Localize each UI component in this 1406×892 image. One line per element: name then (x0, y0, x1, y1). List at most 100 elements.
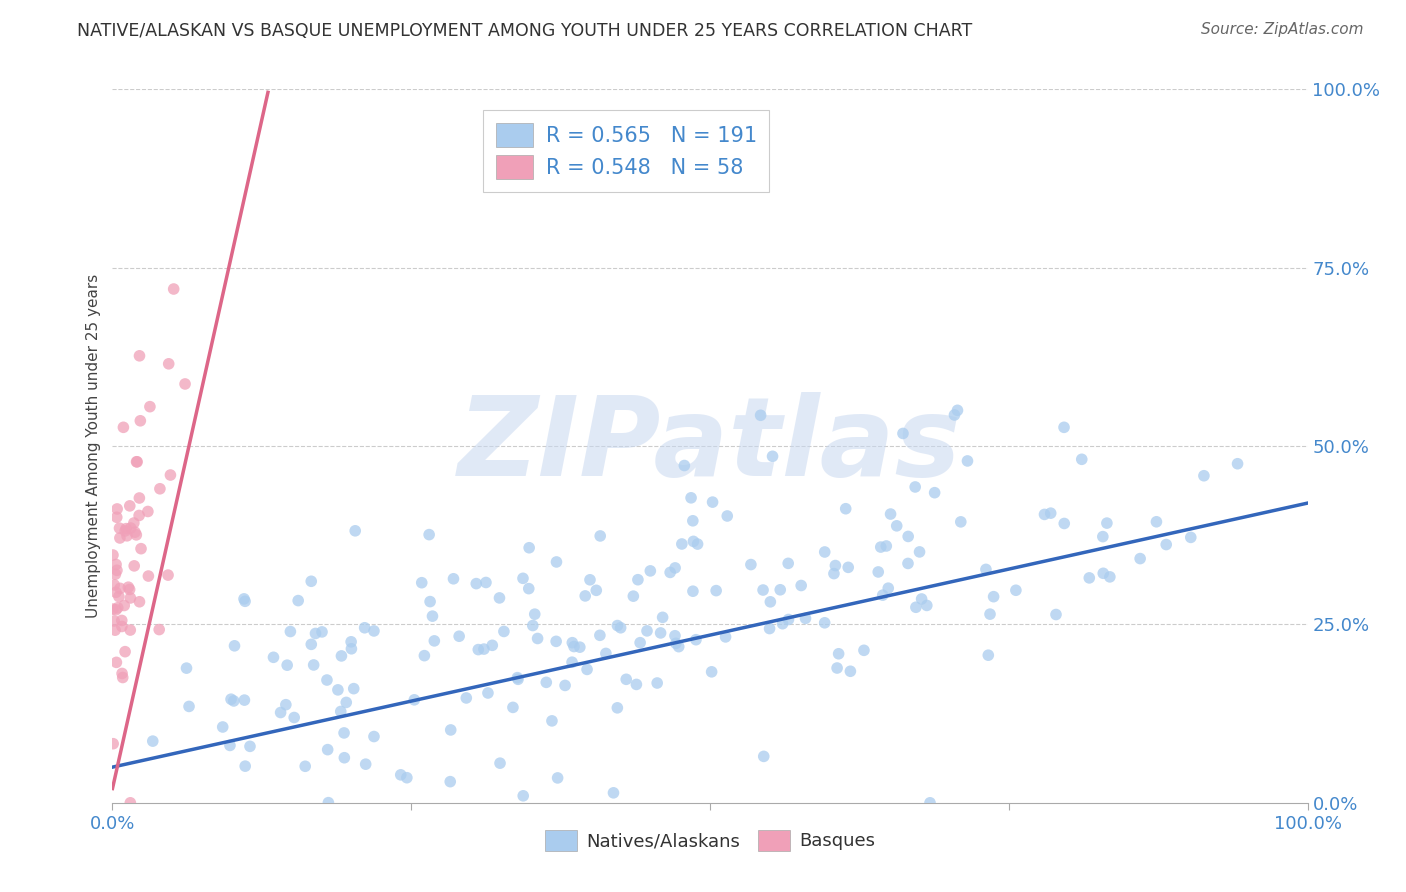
Point (891, 426, 914, 441)
Point (506, 671, 529, 685)
Point (664, 561, 686, 575)
Point (915, 599, 938, 613)
Point (897, 557, 920, 571)
Point (299, 637, 322, 651)
Point (502, 700, 524, 714)
Point (759, 595, 782, 609)
Point (681, 491, 703, 505)
Point (1146, 515, 1168, 529)
Point (589, 628, 612, 642)
Point (128, 349, 150, 363)
Point (621, 589, 644, 603)
Point (665, 636, 688, 650)
Point (671, 537, 693, 551)
Point (311, 624, 333, 639)
Point (316, 742, 339, 756)
Point (595, 647, 617, 661)
Point (546, 634, 568, 648)
Point (512, 571, 534, 585)
Point (333, 750, 356, 764)
Point (105, 510, 128, 524)
Point (294, 759, 316, 773)
Point (908, 545, 931, 559)
Point (664, 629, 686, 643)
Point (136, 504, 159, 518)
Point (872, 588, 894, 602)
Point (440, 723, 463, 737)
Point (761, 450, 783, 464)
Point (222, 694, 245, 708)
Point (589, 529, 612, 543)
Point (211, 720, 233, 734)
Point (910, 592, 932, 607)
Point (606, 618, 628, 632)
Point (868, 565, 890, 579)
Point (404, 693, 426, 707)
Point (105, 558, 128, 572)
Point (149, 482, 172, 496)
Point (103, 578, 125, 592)
Point (233, 693, 256, 707)
Point (176, 661, 198, 675)
Point (117, 580, 139, 594)
Point (122, 516, 145, 530)
Point (302, 657, 325, 672)
Point (1070, 452, 1092, 467)
Point (125, 528, 148, 542)
Point (517, 541, 540, 555)
Point (752, 582, 775, 597)
Point (585, 583, 607, 598)
Point (650, 626, 672, 640)
Point (673, 458, 696, 473)
Point (824, 558, 846, 573)
Point (1053, 420, 1076, 434)
Point (280, 624, 302, 639)
Point (886, 518, 908, 533)
Point (758, 622, 780, 636)
Point (825, 661, 848, 675)
Point (111, 671, 134, 685)
Point (114, 524, 136, 538)
Point (823, 566, 845, 581)
Point (304, 626, 326, 640)
Point (449, 629, 471, 643)
Point (326, 682, 349, 697)
Point (579, 573, 602, 587)
Point (852, 643, 875, 657)
Point (645, 676, 668, 690)
Point (651, 610, 673, 624)
Point (636, 624, 658, 638)
Point (111, 614, 134, 628)
Point (472, 642, 495, 657)
Point (316, 673, 339, 687)
Point (752, 749, 775, 764)
Point (837, 560, 859, 574)
Point (115, 522, 138, 536)
Point (946, 403, 969, 417)
Point (879, 507, 901, 521)
Point (233, 591, 256, 606)
Point (159, 468, 181, 483)
Point (120, 521, 142, 535)
Point (157, 357, 180, 371)
Point (977, 648, 1000, 663)
Point (609, 621, 631, 635)
Point (682, 514, 704, 528)
Text: ZIPatlas: ZIPatlas (458, 392, 962, 500)
Point (419, 594, 441, 608)
Point (546, 555, 568, 569)
Point (395, 771, 418, 785)
Point (918, 796, 941, 810)
Point (101, 548, 124, 562)
Point (561, 655, 583, 669)
Point (118, 582, 141, 597)
Point (904, 600, 927, 615)
Point (541, 714, 564, 728)
Point (107, 600, 129, 615)
Point (1098, 570, 1121, 584)
Point (105, 502, 128, 516)
Point (163, 282, 186, 296)
Point (740, 558, 762, 572)
Point (974, 562, 997, 576)
Point (363, 730, 385, 744)
